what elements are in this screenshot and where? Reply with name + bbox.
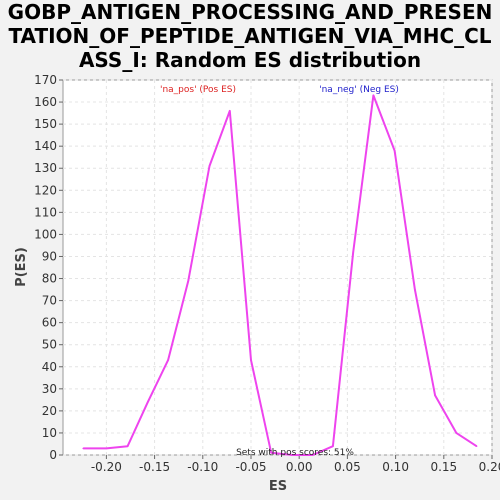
legend-pos-label: 'na_pos' (Pos ES) [160, 85, 236, 95]
chart-title-line-1: GOBP_ANTIGEN_PROCESSING_AND_PRESEN [7, 0, 493, 24]
data-point [332, 445, 334, 447]
series-group [82, 94, 478, 456]
y-tick-label: 140 [34, 139, 57, 153]
y-tick-label: 170 [34, 73, 57, 87]
data-point [82, 447, 85, 450]
y-tick-label: 50 [42, 338, 57, 352]
pos-scores-annotation: Sets with pos scores: 51% [236, 448, 354, 458]
y-tick-label: 100 [34, 227, 57, 241]
x-tick-label: 0.00 [286, 460, 313, 474]
plot-area [62, 79, 493, 456]
data-point [105, 447, 108, 450]
chart-title-line-2: TATION_OF_PEPTIDE_ANTIGEN_VIA_MHC_CL [8, 24, 492, 48]
data-point [147, 401, 149, 403]
x-tick-label: -0.05 [235, 460, 266, 474]
series-line [83, 94, 478, 456]
y-tick-label: 160 [34, 95, 57, 109]
y-tick-label: 80 [42, 272, 57, 286]
x-axis-title: ES [269, 479, 287, 494]
x-tick-label: -0.20 [91, 460, 122, 474]
y-tick-label: 30 [42, 382, 57, 396]
x-tick-label: 0.05 [334, 460, 361, 474]
y-tick-label: 150 [34, 117, 57, 131]
x-tick-label: -0.10 [187, 460, 218, 474]
data-point [414, 288, 416, 291]
y-axis-title: P(ES) [14, 247, 29, 287]
data-point [475, 445, 478, 447]
data-point [270, 451, 273, 454]
data-point [167, 359, 169, 361]
data-point [393, 149, 396, 152]
y-tick-label: 110 [34, 205, 57, 219]
x-tick-label: 0.20 [479, 460, 500, 474]
y-tick-label: 70 [42, 294, 57, 308]
data-point [311, 454, 314, 456]
y-tick-label: 120 [34, 183, 57, 197]
data-point [455, 432, 458, 434]
y-axis-ticks: 0 10 20 30 40 50 60 70 80 90 100 110 120 130 140 150 160… [34, 73, 63, 462]
x-tick-label: 0.15 [430, 460, 457, 474]
data-point [228, 110, 231, 112]
y-tick-label: 20 [42, 404, 57, 418]
x-tick-label: -0.15 [139, 460, 170, 474]
data-point [352, 251, 354, 253]
chart-title-line-3: ASS_I: Random ES distribution [78, 48, 422, 72]
y-tick-label: 10 [42, 426, 57, 440]
data-point [434, 394, 436, 397]
y-tick-label: 90 [42, 249, 57, 263]
chart-title: GOBP_ANTIGEN_PROCESSING_AND_PRESEN TATIO… [0, 0, 500, 72]
y-tick-label: 0 [49, 448, 57, 462]
y-tick-label: 130 [34, 161, 57, 175]
data-point [291, 454, 294, 456]
y-tick-label: 40 [42, 360, 57, 374]
x-tick-label: 0.10 [382, 460, 409, 474]
data-point [250, 359, 252, 361]
data-point [208, 165, 211, 167]
data-point [126, 445, 129, 447]
y-tick-label: 60 [42, 316, 57, 330]
data-point [372, 94, 375, 97]
x-axis-ticks: -0.20 -0.15 -0.10 -0.05 0.00 0.05 0.10 0.15 0.20 [91, 455, 500, 474]
grid-lines [63, 79, 493, 456]
legend-neg-label: 'na_neg' (Neg ES) [319, 85, 399, 95]
data-point [187, 279, 190, 282]
